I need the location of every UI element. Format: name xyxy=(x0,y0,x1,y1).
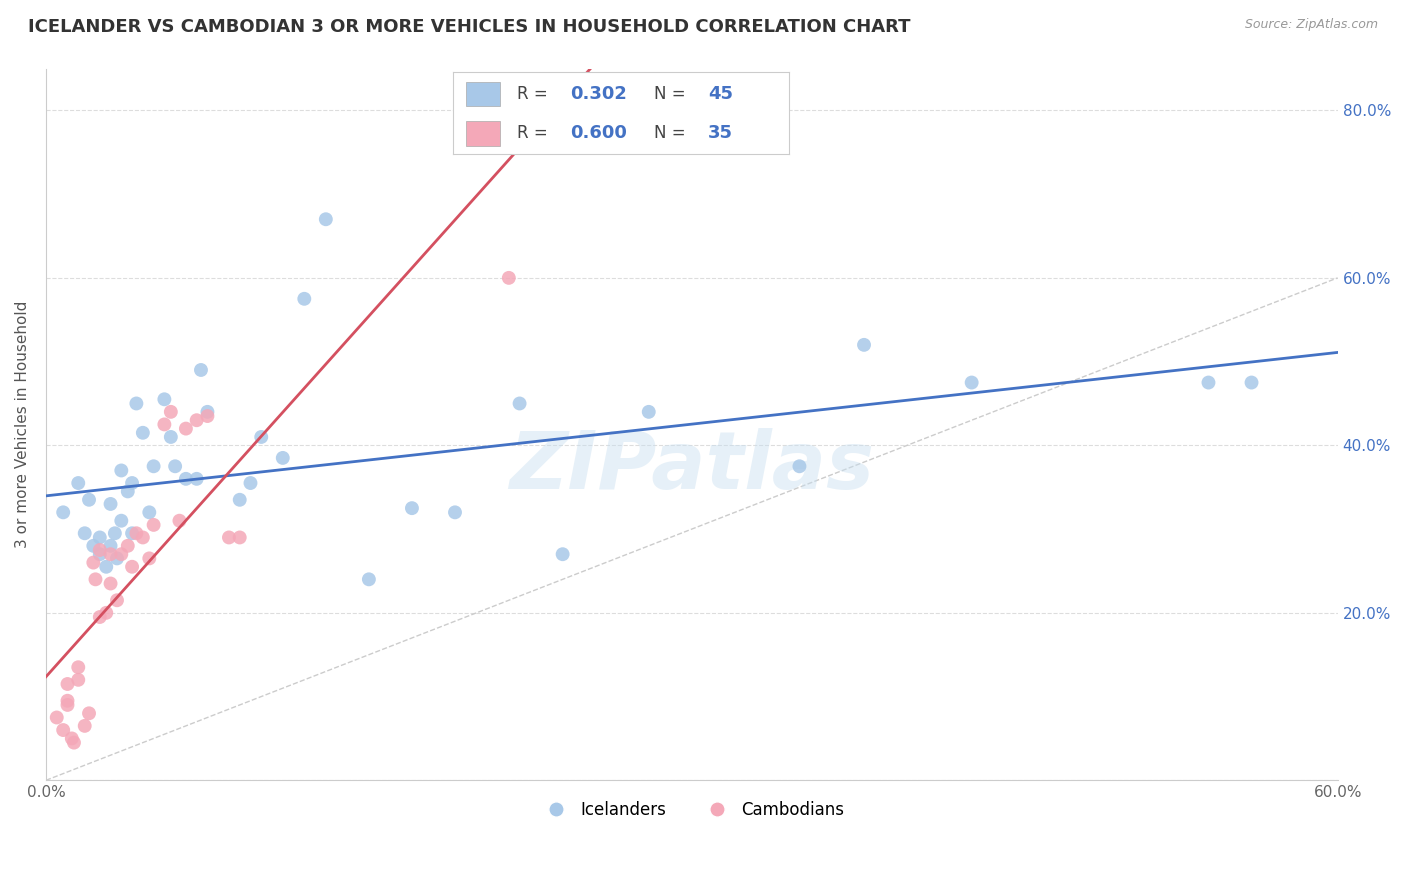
Point xyxy=(67,476,90,491)
Point xyxy=(117,539,139,553)
Point xyxy=(121,559,143,574)
Point xyxy=(551,547,574,561)
Point xyxy=(444,505,467,519)
Point xyxy=(100,547,122,561)
Point xyxy=(271,450,294,465)
Point xyxy=(105,551,128,566)
Point xyxy=(498,271,520,285)
Point xyxy=(142,517,165,532)
Point xyxy=(153,417,176,432)
Point xyxy=(60,731,83,746)
Point xyxy=(125,396,148,410)
Point xyxy=(637,405,659,419)
Point xyxy=(67,660,90,674)
Point xyxy=(186,472,208,486)
Point xyxy=(45,710,67,724)
Y-axis label: 3 or more Vehicles in Household: 3 or more Vehicles in Household xyxy=(15,301,30,548)
Point xyxy=(1198,376,1220,390)
Point xyxy=(100,497,122,511)
Point xyxy=(63,736,86,750)
Point xyxy=(165,459,187,474)
Point xyxy=(110,514,132,528)
Point xyxy=(52,505,75,519)
Point xyxy=(509,396,531,410)
Point xyxy=(121,476,143,491)
Point xyxy=(174,421,197,435)
Point xyxy=(1240,376,1263,390)
Point xyxy=(84,572,107,586)
Point xyxy=(357,572,380,586)
Point xyxy=(190,363,212,377)
Point xyxy=(52,723,75,737)
Point xyxy=(789,459,811,474)
Point xyxy=(169,514,191,528)
Text: ZIPatlas: ZIPatlas xyxy=(509,428,875,506)
Point xyxy=(89,531,111,545)
Point xyxy=(110,463,132,477)
Point xyxy=(100,539,122,553)
Point xyxy=(77,706,100,721)
Point xyxy=(73,526,96,541)
Point xyxy=(228,492,250,507)
Point xyxy=(853,338,876,352)
Point xyxy=(132,531,155,545)
Point xyxy=(82,539,104,553)
Point xyxy=(197,409,219,423)
Point xyxy=(186,413,208,427)
Point xyxy=(121,526,143,541)
Point xyxy=(239,476,262,491)
Point xyxy=(132,425,155,440)
Point xyxy=(105,593,128,607)
Text: Source: ZipAtlas.com: Source: ZipAtlas.com xyxy=(1244,18,1378,31)
Point xyxy=(250,430,273,444)
Point xyxy=(315,212,337,227)
Point xyxy=(96,559,118,574)
Point xyxy=(100,576,122,591)
Point xyxy=(89,547,111,561)
Point xyxy=(142,459,165,474)
Point xyxy=(56,694,79,708)
Point xyxy=(960,376,983,390)
Point xyxy=(153,392,176,407)
Point xyxy=(56,677,79,691)
Point xyxy=(96,606,118,620)
Point xyxy=(228,531,250,545)
Point xyxy=(401,501,423,516)
Point xyxy=(160,405,183,419)
Point xyxy=(138,505,160,519)
Point xyxy=(218,531,240,545)
Point xyxy=(89,543,111,558)
Point xyxy=(138,551,160,566)
Point xyxy=(197,405,219,419)
Point xyxy=(67,673,90,687)
Point xyxy=(125,526,148,541)
Point xyxy=(292,292,315,306)
Point xyxy=(82,556,104,570)
Point xyxy=(110,547,132,561)
Point xyxy=(174,472,197,486)
Point xyxy=(104,526,127,541)
Point xyxy=(160,430,183,444)
Point xyxy=(77,492,100,507)
Point xyxy=(56,698,79,712)
Point xyxy=(117,484,139,499)
Text: ICELANDER VS CAMBODIAN 3 OR MORE VEHICLES IN HOUSEHOLD CORRELATION CHART: ICELANDER VS CAMBODIAN 3 OR MORE VEHICLE… xyxy=(28,18,911,36)
Point xyxy=(89,610,111,624)
Legend: Icelanders, Cambodians: Icelanders, Cambodians xyxy=(533,794,851,825)
Point xyxy=(73,719,96,733)
